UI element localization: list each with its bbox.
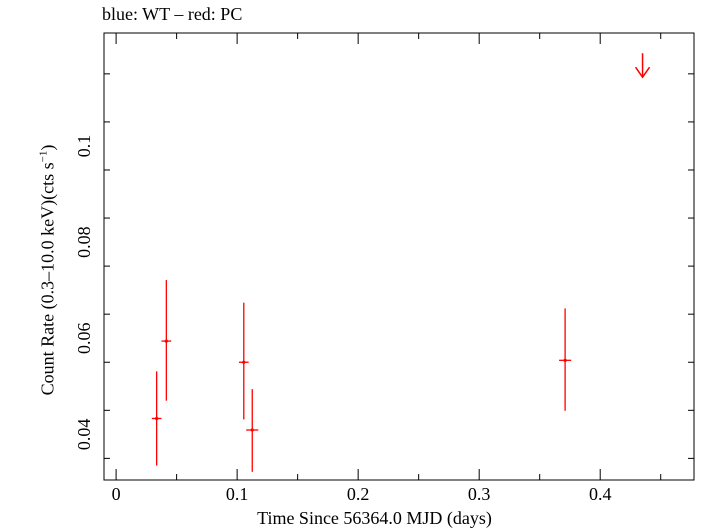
data-point: [246, 389, 259, 472]
x-axis-ticks: 0 0.1 0.2 0.3 0.4: [112, 33, 662, 504]
point-marker: [164, 339, 168, 343]
data-point: [559, 308, 572, 411]
point-marker: [155, 416, 159, 421]
upper-limit-head: [634, 66, 651, 79]
y-tick-label: 0.1: [74, 135, 94, 158]
point-marker: [563, 358, 567, 362]
data-point: [151, 371, 162, 466]
data-points: [151, 280, 572, 472]
point-marker: [250, 428, 254, 432]
point-marker: [242, 360, 246, 364]
x-tick-label: 0.1: [226, 484, 249, 504]
x-axis-label: Time Since 56364.0 MJD (days): [257, 508, 492, 528]
x-tick-label: 0.2: [347, 484, 370, 504]
y-axis-ticks: 0.04 0.06 0.08 0.1: [74, 73, 694, 459]
x-tick-label: 0.3: [468, 484, 491, 504]
x-tick-label: 0.4: [589, 484, 612, 504]
y-axis-label-exponent: −1: [37, 150, 50, 163]
data-point: [161, 280, 172, 401]
upper-limits: [634, 53, 651, 79]
y-tick-label: 0.04: [74, 419, 94, 451]
y-tick-label: 0.06: [74, 322, 94, 354]
y-axis-label: Count Rate (0.3–10.0 keV)(cts s−1): [37, 144, 58, 396]
y-tick-label: 0.08: [74, 226, 94, 257]
chart-title: blue: WT – red: PC: [102, 4, 243, 24]
plot-frame: [103, 32, 695, 481]
x-tick-label: 0: [112, 484, 121, 504]
upper-limit-arrow: [634, 53, 651, 79]
data-point: [238, 302, 249, 420]
